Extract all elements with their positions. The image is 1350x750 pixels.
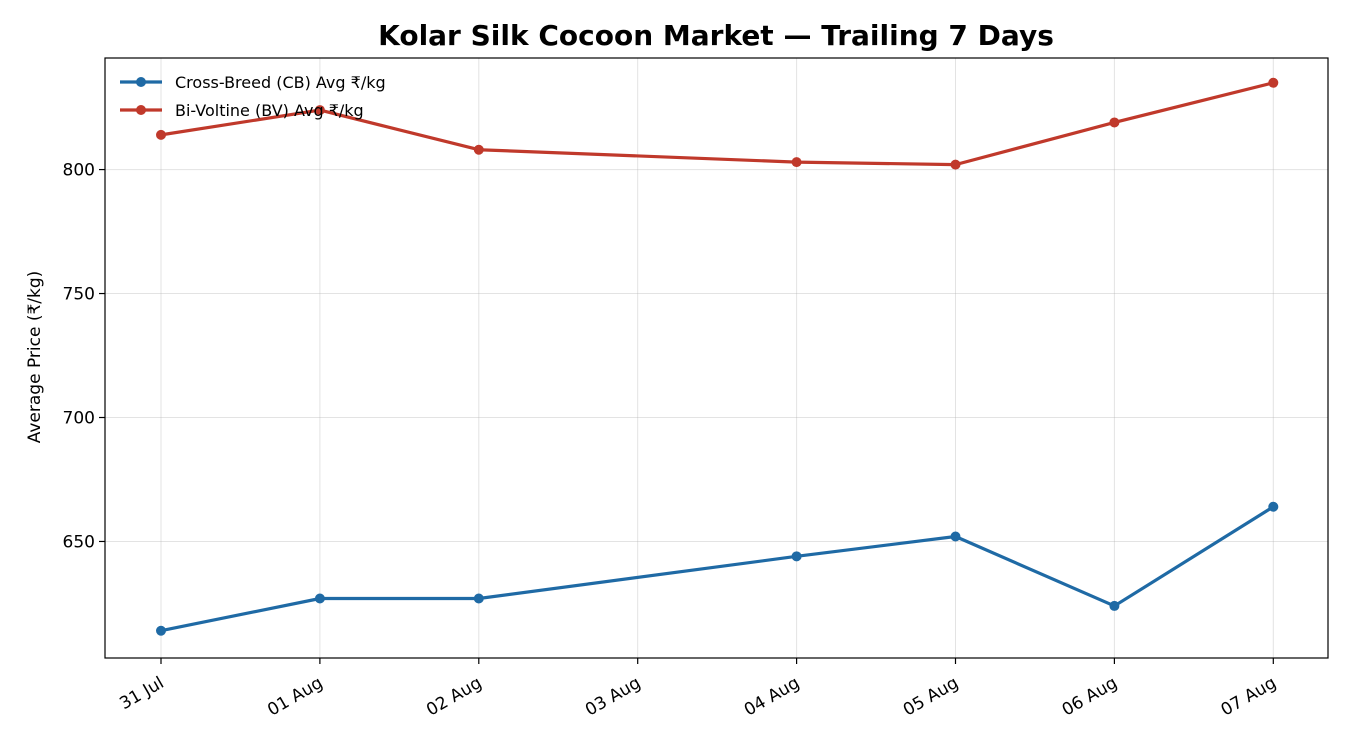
x-tick-label: 04 Aug [741, 673, 803, 720]
x-tick-label: 03 Aug [582, 673, 644, 720]
series-line [159, 81, 1275, 167]
data-point [950, 159, 961, 170]
legend-item: Bi-Voltine (BV) Avg ₹/kg [120, 101, 364, 120]
data-point [473, 144, 484, 155]
y-tick-label: 700 [63, 409, 95, 429]
series-layer [156, 77, 1279, 636]
series-line [159, 505, 1275, 633]
data-point [473, 593, 484, 604]
data-point [1268, 77, 1279, 88]
data-point [156, 129, 166, 140]
x-tick-label: 07 Aug [1218, 673, 1280, 720]
legend-label: Bi-Voltine (BV) Avg ₹/kg [175, 101, 364, 120]
data-point [314, 105, 325, 116]
y-axis-label: Average Price (₹/kg) [25, 271, 45, 444]
chart-title: Kolar Silk Cocoon Market — Trailing 7 Da… [378, 19, 1054, 52]
plot-frame [104, 57, 1329, 659]
data-point [1109, 117, 1120, 128]
legend-item: Cross-Breed (CB) Avg ₹/kg [120, 73, 386, 92]
y-tick-label: 800 [63, 161, 95, 181]
legend-marker [136, 77, 146, 87]
data-point [791, 551, 802, 562]
legend-marker [136, 105, 146, 115]
series-bi-voltine [156, 77, 1279, 170]
x-tick-label: 02 Aug [423, 673, 485, 720]
data-point [1109, 600, 1120, 611]
y-tick-label: 750 [63, 285, 95, 305]
data-point [950, 531, 961, 542]
x-tick-label: 01 Aug [264, 673, 326, 720]
x-tick-label: 05 Aug [900, 673, 962, 720]
series-cross-breed [156, 501, 1279, 636]
x-tick-label: 31 Jul [116, 673, 167, 714]
x-tick-label: 06 Aug [1059, 673, 1121, 720]
legend-label: Cross-Breed (CB) Avg ₹/kg [175, 73, 386, 92]
grid [105, 58, 1328, 658]
legend: Cross-Breed (CB) Avg ₹/kg Bi-Voltine (BV)… [120, 73, 386, 120]
y-tick-label: 650 [63, 532, 95, 552]
data-point [156, 625, 166, 636]
data-point [791, 157, 802, 168]
data-point [1268, 501, 1279, 512]
data-point [314, 593, 325, 604]
